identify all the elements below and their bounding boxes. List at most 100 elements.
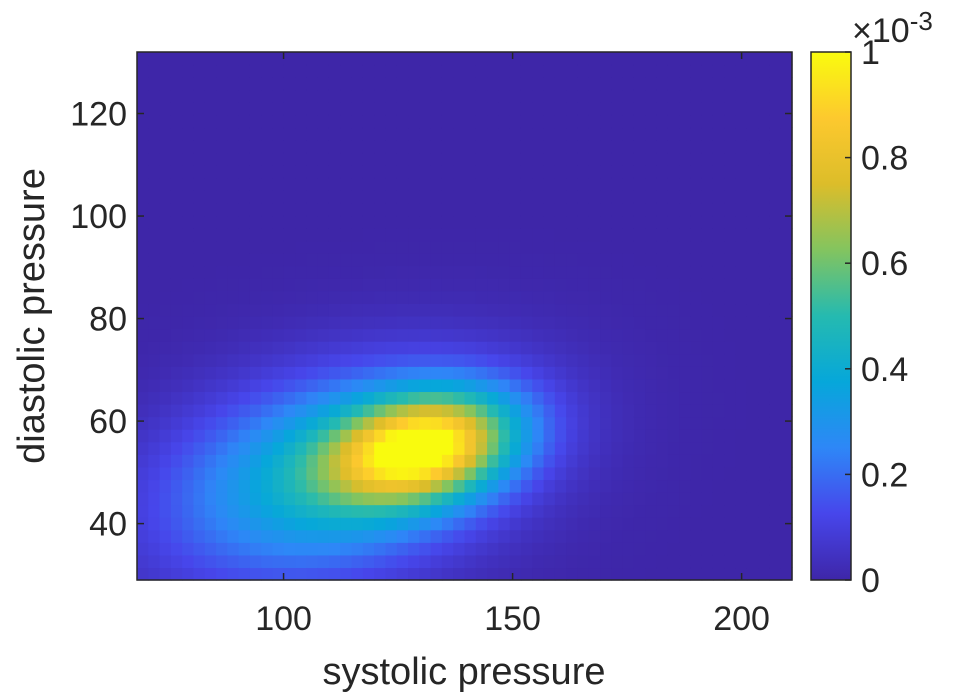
heatmap-cell	[509, 542, 522, 556]
heatmap-cell	[724, 316, 737, 330]
heatmap-cell	[735, 504, 748, 518]
heatmap-cell	[690, 240, 703, 254]
heatmap-cell	[509, 140, 522, 154]
heatmap-cell	[633, 140, 646, 154]
heatmap-cell	[441, 441, 454, 455]
heatmap-cell	[588, 102, 601, 116]
heatmap-cell	[385, 114, 398, 129]
heatmap-cell	[453, 77, 466, 91]
heatmap-cell	[532, 479, 545, 493]
heatmap-cell	[340, 542, 353, 556]
heatmap-cell	[509, 466, 522, 481]
heatmap-cell	[746, 265, 759, 279]
heatmap-cell	[645, 454, 658, 468]
heatmap-cell	[385, 240, 398, 254]
heatmap-cell	[758, 366, 771, 380]
heatmap-cell	[712, 190, 725, 204]
heatmap-cell	[724, 240, 737, 254]
heatmap-cell	[487, 52, 499, 66]
heatmap-cell	[746, 89, 759, 103]
heatmap-cell	[498, 316, 511, 330]
heatmap-cell	[148, 165, 161, 179]
heatmap-cell	[317, 190, 330, 204]
heatmap-cell	[769, 77, 782, 91]
heatmap-cell	[193, 190, 206, 204]
heatmap-cell	[532, 391, 545, 405]
heatmap-cell	[227, 429, 240, 443]
heatmap-cell	[249, 253, 262, 267]
heatmap-cell	[509, 89, 522, 103]
heatmap-cell	[306, 391, 319, 405]
heatmap-cell	[679, 366, 691, 380]
heatmap-cell	[182, 102, 195, 116]
heatmap-cell	[204, 265, 217, 279]
heatmap-cell	[769, 341, 782, 355]
heatmap-cell	[464, 114, 477, 129]
heatmap-cell	[758, 341, 771, 355]
heatmap-cell	[408, 278, 420, 292]
heatmap-cell	[645, 127, 658, 141]
heatmap-cell	[656, 567, 669, 581]
heatmap-cell	[340, 202, 353, 217]
heatmap-cell	[148, 341, 161, 355]
heatmap-cell	[204, 542, 217, 556]
heatmap-cell	[159, 479, 172, 493]
heatmap-cell	[735, 140, 748, 154]
heatmap-cell	[362, 190, 375, 204]
heatmap-cell	[656, 554, 669, 569]
heatmap-cell	[735, 391, 748, 405]
heatmap-cell	[408, 303, 420, 317]
heatmap-cell	[656, 52, 669, 66]
heatmap-cell	[543, 542, 556, 556]
heatmap-cell	[645, 190, 658, 204]
heatmap-cell	[633, 554, 646, 569]
heatmap-cell	[554, 190, 567, 204]
heatmap-cell	[396, 441, 409, 455]
heatmap-cell	[679, 466, 691, 481]
heatmap-cell	[306, 190, 319, 204]
heatmap-cell	[611, 542, 624, 556]
heatmap-cell	[328, 228, 341, 242]
heatmap-cell	[249, 152, 262, 166]
heatmap-cell	[306, 52, 319, 66]
heatmap-cell	[193, 202, 206, 217]
heatmap-cell	[633, 190, 646, 204]
heatmap-cell	[227, 517, 240, 531]
heatmap-cell	[735, 127, 748, 141]
heatmap-cell	[261, 253, 274, 267]
heatmap-cell	[148, 441, 161, 455]
heatmap-cell	[148, 479, 161, 493]
heatmap-cell	[385, 77, 398, 91]
heatmap-cell	[317, 416, 330, 430]
heatmap-cell	[554, 177, 567, 191]
heatmap-cell	[306, 278, 319, 292]
heatmap-cell	[351, 391, 364, 405]
heatmap-cell	[509, 290, 522, 305]
heatmap-cell	[746, 215, 759, 229]
heatmap-cell	[532, 492, 545, 506]
heatmap-cell	[464, 479, 477, 493]
heatmap-cell	[137, 529, 149, 543]
heatmap-cell	[758, 454, 771, 468]
heatmap-cell	[645, 353, 658, 367]
heatmap-cell	[656, 353, 669, 367]
heatmap-cell	[227, 228, 240, 242]
heatmap-cell	[690, 479, 703, 493]
heatmap-cell	[238, 341, 251, 355]
heatmap-cell	[238, 165, 251, 179]
heatmap-cell	[148, 416, 161, 430]
heatmap-cell	[735, 466, 748, 481]
heatmap-cell	[487, 404, 499, 418]
heatmap-cell	[453, 140, 466, 154]
heatmap-cell	[261, 441, 274, 455]
heatmap-cell	[645, 303, 658, 317]
heatmap-cell	[543, 114, 556, 129]
heatmap-cell	[351, 102, 364, 116]
heatmap-cell	[645, 366, 658, 380]
heatmap-cell	[758, 504, 771, 518]
heatmap-cell	[667, 454, 680, 468]
heatmap-cell	[385, 177, 398, 191]
heatmap-cell	[509, 114, 522, 129]
heatmap-cell	[317, 353, 330, 367]
heatmap-cell	[577, 316, 590, 330]
